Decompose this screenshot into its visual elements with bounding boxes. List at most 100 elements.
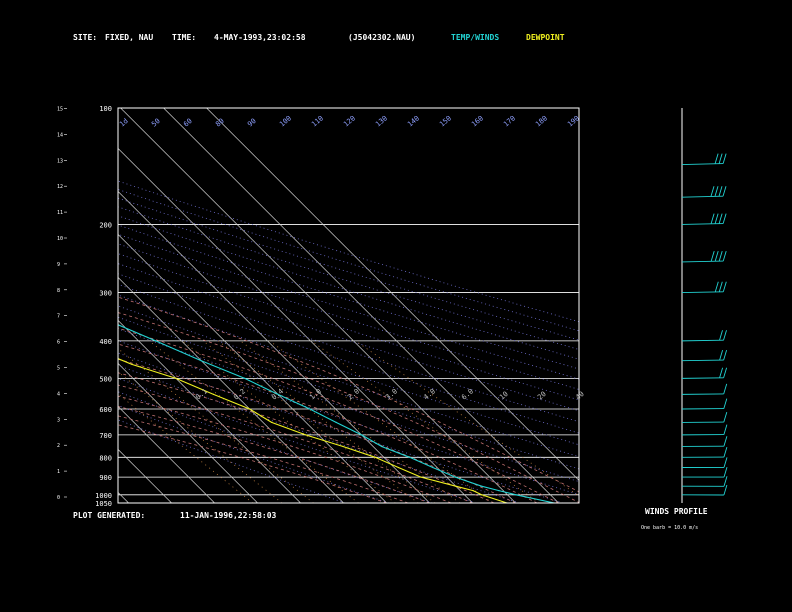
wind-barb-flag	[722, 213, 727, 224]
temperature-point	[381, 445, 383, 448]
temperature-point	[498, 490, 500, 492]
wind-barb-flag	[718, 213, 723, 224]
plot-frame	[117, 107, 580, 504]
wind-barb-flag	[719, 367, 724, 378]
dewpoint-point	[472, 490, 474, 492]
pressure-tick-label: 500	[99, 375, 112, 383]
height-tick-label: 9	[57, 262, 60, 268]
height-tick-label: 13	[57, 158, 63, 164]
dewpoint-line	[118, 358, 508, 503]
dewpoint-point	[175, 377, 177, 379]
site-value: FIXED, NAU	[105, 33, 154, 42]
dry-adiabat	[118, 305, 579, 458]
dewpoint-point	[95, 349, 96, 350]
temperature-point	[38, 292, 39, 293]
pressure-tick-label: 700	[99, 432, 112, 440]
wind-barb-flag	[722, 250, 727, 262]
wind-barb-flag	[710, 213, 715, 224]
temperature-point	[103, 318, 104, 319]
pressure-tick-label: 300	[99, 290, 112, 298]
moist-adiabat	[118, 327, 559, 503]
wind-barb-flag	[723, 436, 728, 447]
time-label: TIME:	[172, 33, 197, 42]
wind-barb-staff	[681, 339, 724, 342]
dry-adiabat	[118, 391, 433, 503]
dry-adiabat	[118, 316, 579, 470]
temperature-point	[454, 476, 456, 478]
isotherm-line	[118, 362, 258, 503]
mixing-ratio-label: 6.0	[460, 387, 475, 401]
time-value: 4-MAY-1993,23:02:58	[214, 33, 306, 42]
adiabat-label: 180	[534, 114, 549, 128]
barb-note: One barb = 10.0 m/s	[641, 525, 699, 531]
wind-barb-flag	[719, 349, 724, 361]
isotherm-line	[120, 108, 516, 503]
mixing-ratio-line	[311, 340, 540, 503]
temperature-point	[277, 393, 279, 395]
dewpoint-point	[455, 485, 457, 487]
mixing-ratio-label: 10	[498, 390, 510, 402]
wind-barb-flag	[723, 411, 728, 423]
dry-adiabat	[118, 328, 579, 482]
site-label: SITE:	[73, 33, 98, 42]
moist-adiabat	[118, 358, 516, 503]
isotherm-line	[118, 319, 301, 503]
wind-barb-flag	[710, 250, 715, 262]
adiabat-label: 80	[214, 117, 226, 129]
wind-barb-staff	[681, 195, 724, 198]
adiabat-label: 100	[278, 114, 293, 128]
wind-barb-staff	[681, 223, 724, 225]
wind-barb-staff	[681, 163, 724, 165]
adiabat-label: 120	[342, 114, 357, 128]
plot-generated-label: PLOT GENERATED:	[73, 511, 146, 520]
wind-barb-flag	[723, 349, 728, 361]
wind-barb-flag	[722, 186, 727, 197]
isotherm-line	[118, 491, 129, 503]
temperature-point	[309, 408, 311, 410]
mixing-ratio-line	[118, 371, 283, 503]
wind-barb-flag	[722, 153, 727, 164]
dewpoint-point	[374, 456, 376, 458]
moist-adiabat	[118, 312, 579, 503]
adiabat-label: 150	[438, 114, 453, 128]
isotherm-line	[118, 233, 387, 503]
wind-barb-flag	[718, 153, 723, 164]
wind-barb-flag	[723, 330, 727, 341]
height-tick-label: 10	[57, 236, 63, 242]
isotherm-line	[206, 108, 579, 481]
dry-adiabat	[118, 215, 579, 360]
height-tick-label: 0	[57, 495, 60, 501]
wind-barb-flag	[723, 383, 728, 395]
isotherm-line	[0, 108, 43, 503]
temperature-point	[155, 340, 157, 342]
height-tick-label: 8	[57, 288, 60, 294]
temperature-point	[360, 434, 363, 436]
dewpoint-point	[342, 445, 344, 448]
legend-temp-winds: TEMP/WINDS	[451, 33, 500, 42]
moist-adiabat	[118, 384, 473, 503]
temperature-point	[515, 494, 517, 496]
adiabat-label: 130	[374, 114, 389, 128]
adiabat-label: 170	[502, 114, 517, 128]
dewpoint-point	[397, 466, 399, 469]
wind-barb-flag	[719, 330, 723, 341]
wind-barb-staff	[681, 260, 724, 263]
height-tick-label: 2	[57, 443, 60, 449]
mixing-ratio-label: 20	[536, 390, 548, 402]
height-tick-label: 11	[57, 210, 63, 216]
mixing-ratio-label: 3.0	[384, 387, 399, 401]
wind-barb-flag	[723, 424, 728, 435]
adiabat-label: 90	[246, 117, 258, 129]
winds-profile-label: WINDS PROFILE	[645, 507, 708, 516]
temperature-line	[118, 324, 555, 503]
adiabat-label: 110	[310, 114, 325, 128]
wind-barb-flag	[714, 153, 719, 164]
dry-adiabat	[118, 294, 579, 446]
wind-barb-flag	[714, 250, 719, 262]
temperature-point	[335, 421, 337, 423]
moist-adiabat	[118, 395, 452, 503]
wind-barb-flag	[718, 186, 723, 197]
wind-barb-flag	[714, 281, 719, 292]
wind-barb-staff	[681, 291, 724, 294]
wind-barb-flag	[714, 213, 719, 224]
